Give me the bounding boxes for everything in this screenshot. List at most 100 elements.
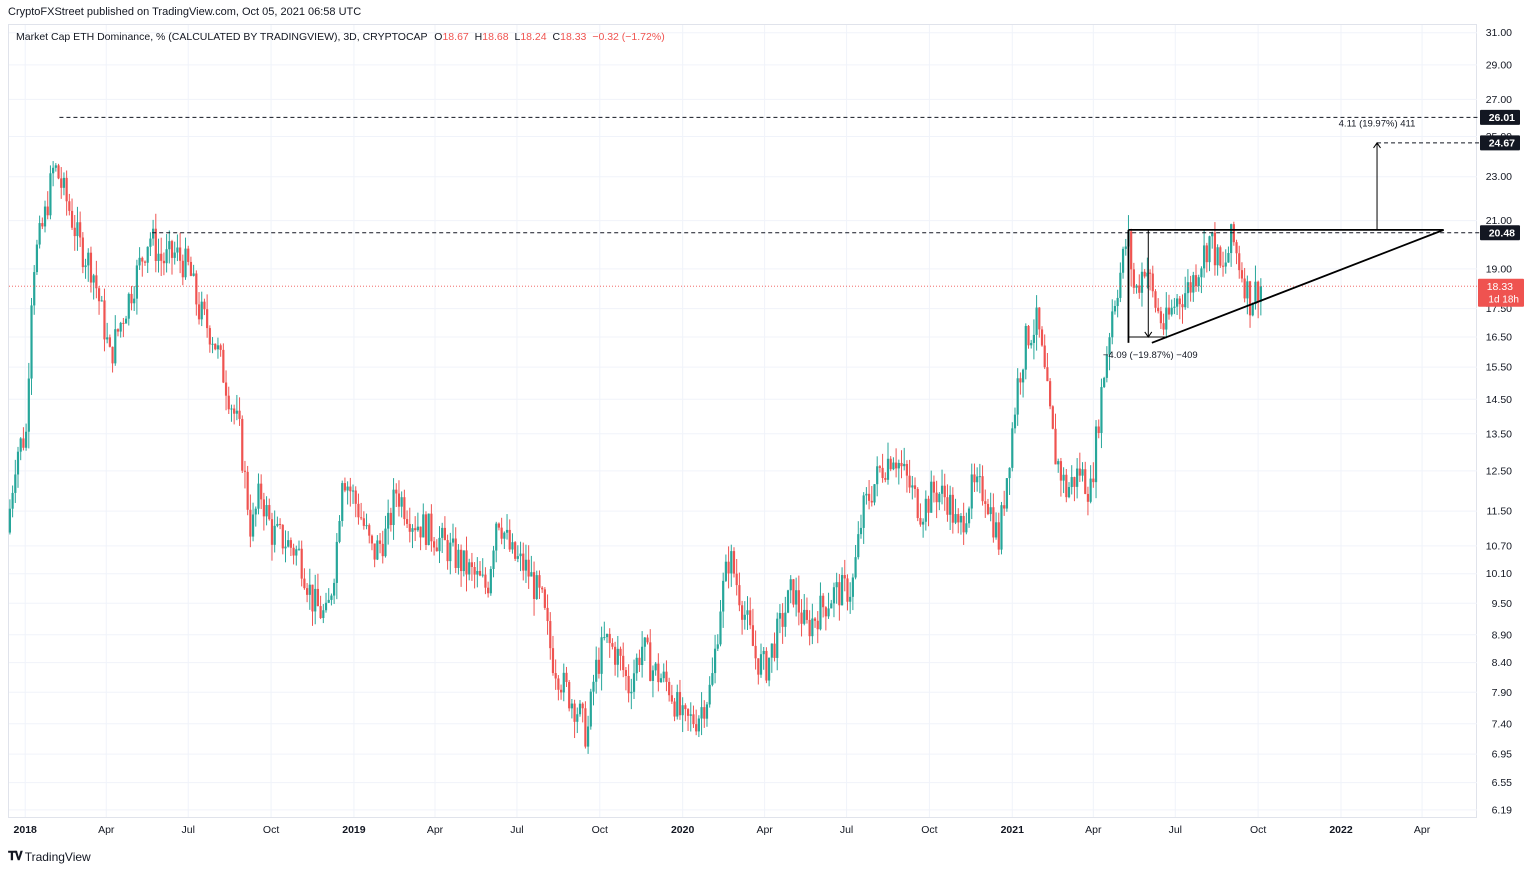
chart-plot-area[interactable] (8, 24, 1477, 818)
candle-body (1078, 468, 1081, 476)
candle-body (619, 648, 622, 656)
candle-body (881, 467, 884, 479)
bar-countdown-label: 1d 18h (1488, 295, 1519, 306)
candle-body (1124, 246, 1127, 249)
candle-body (341, 483, 344, 522)
candle-body (273, 525, 276, 545)
candle-body (797, 590, 800, 613)
candle-body (230, 408, 233, 410)
x-tick-label: Apr (1414, 824, 1431, 836)
change-value: −0.32 (−1.72%) (592, 31, 665, 43)
candle-body (424, 514, 428, 545)
candle-body (830, 603, 833, 609)
candle-body (1094, 426, 1098, 483)
candle-body (384, 528, 387, 557)
candle-body (381, 543, 384, 557)
candle-body (516, 556, 519, 559)
candle-body (1205, 245, 1208, 263)
candle-body (1019, 378, 1022, 383)
candle-body (1076, 468, 1079, 487)
candle-body (916, 488, 919, 519)
x-tick-label: Oct (592, 824, 608, 836)
x-tick-label: Jul (510, 824, 523, 836)
candle-body (87, 252, 90, 266)
x-tick-label: Jul (1169, 824, 1182, 836)
candle-body (292, 547, 295, 556)
y-tick-label: 6.55 (1492, 777, 1513, 789)
candle-body (730, 551, 733, 574)
candle-body (8, 508, 12, 533)
candle-body (95, 275, 98, 289)
high-label: H (474, 31, 483, 43)
candle-body (546, 607, 549, 622)
candle-body (216, 345, 220, 350)
down-measure-label: −4.09 (−19.87%) −409 (1103, 350, 1198, 361)
candle-body (297, 548, 301, 550)
candle-body (400, 497, 403, 507)
candle-body (630, 691, 633, 694)
candle-body (351, 490, 355, 492)
candle-body (300, 548, 303, 579)
candle-body (19, 438, 22, 452)
candle-body (76, 222, 79, 237)
candle-body (235, 410, 238, 414)
candle-body (200, 301, 203, 320)
candle-body (54, 165, 57, 168)
candle-body (1008, 467, 1011, 479)
candle-body (600, 637, 603, 674)
candle-body (179, 247, 182, 261)
candle-body (14, 474, 17, 493)
candle-body (792, 579, 795, 605)
candle-body (957, 514, 960, 523)
candle-body (1243, 278, 1246, 299)
candle-body (835, 582, 838, 588)
candle-body (746, 610, 749, 615)
x-tick-label: Apr (756, 824, 773, 836)
candle-body (114, 329, 117, 364)
candle-body (411, 528, 414, 532)
candle-body (1113, 306, 1117, 312)
candle-body (343, 483, 347, 491)
y-tick-label: 8.40 (1492, 657, 1513, 669)
candle-body (1013, 414, 1017, 429)
candle-body (397, 493, 401, 507)
candle-body (327, 599, 330, 603)
candle-body (403, 497, 406, 520)
x-tick-label: 2018 (14, 824, 38, 836)
candle-body (549, 621, 552, 649)
candle-body (295, 549, 298, 556)
candle-body (181, 260, 184, 278)
candle-body (1157, 307, 1160, 312)
tradingview-logo[interactable]: 𝐓𝐕 TradingView (8, 849, 91, 864)
candle-body (770, 643, 773, 658)
y-tick-label: 12.50 (1486, 465, 1512, 477)
candle-body (324, 602, 328, 611)
candle-body (65, 177, 68, 202)
candle-body (257, 483, 260, 509)
candle-body (197, 304, 201, 320)
candle-body (1254, 281, 1257, 305)
candle-body (503, 532, 506, 539)
candle-body (946, 497, 949, 515)
candle-body (1035, 307, 1038, 335)
candle-body (959, 515, 963, 523)
candle-body (659, 678, 663, 683)
candle-body (716, 644, 719, 649)
candle-body (913, 485, 917, 489)
candle-body (27, 378, 30, 432)
candle-body (603, 637, 606, 639)
candle-body (108, 337, 111, 347)
candle-body (103, 300, 106, 340)
candle-body (170, 241, 174, 258)
resistance-price-tag (1480, 225, 1520, 241)
candle-body (1227, 253, 1230, 263)
chart-legend: Market Cap ETH Dominance, % (CALCULATED … (16, 31, 668, 43)
candle-body (927, 498, 930, 513)
candle-body (495, 523, 498, 551)
candle-body (732, 551, 736, 574)
candle-body (1103, 377, 1106, 388)
candle-body (457, 549, 460, 568)
candle-body (932, 481, 936, 493)
open-value: 18.67 (442, 31, 469, 43)
